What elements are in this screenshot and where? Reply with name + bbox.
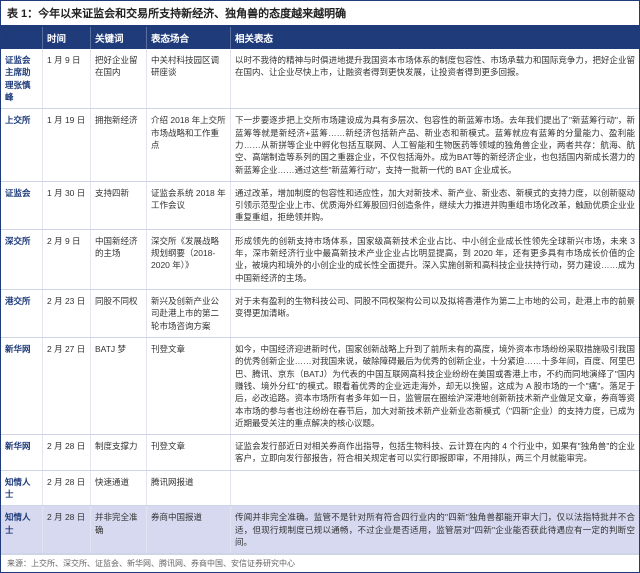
cell-keyword: 支持四新	[91, 182, 147, 229]
cell-occasion: 深交所《发展战略规划纲要（2018-2020 年）》	[147, 230, 231, 289]
table-row: 新华网2 月 27 日BATJ 梦刊登文章如今，中国经济迎进新时代，国家创新战略…	[1, 338, 639, 435]
cell-content: 如今，中国经济迎进新时代，国家创新战略上升到了前所未有的高度，境外资本市场纷纷采…	[231, 338, 639, 434]
cell-occasion: 腾讯网报道	[147, 471, 231, 506]
cell-source: 新华网	[1, 338, 43, 434]
cell-content: 形成领先的创新支持市场体系，国家级高新技术企业占比、中小创企业成长性领先全球新兴…	[231, 230, 639, 289]
cell-source: 证监会主席助理张慎峰	[1, 49, 43, 108]
cell-date: 2 月 27 日	[43, 338, 91, 434]
cell-date: 2 月 28 日	[43, 471, 91, 506]
cell-keyword: 同股不同权	[91, 290, 147, 337]
cell-keyword: 快速通道	[91, 471, 147, 506]
col-content: 相关表态	[231, 27, 639, 49]
cell-keyword: 制度支撑力	[91, 435, 147, 470]
table-row: 证监会主席助理张慎峰1 月 9 日把好企业留在国内中关村科技园区调研座谈以时不我…	[1, 49, 639, 109]
cell-occasion: 证监会系统 2018 年工作会议	[147, 182, 231, 229]
cell-source: 知情人士	[1, 471, 43, 506]
cell-keyword: 把好企业留在国内	[91, 49, 147, 108]
cell-date: 1 月 19 日	[43, 109, 91, 181]
table-header: 表态者 时间 关键词 表态场合 相关表态	[1, 27, 639, 49]
table-row: 知情人士2 月 28 日并非完全准确券商中国报道传闻并非完全准确。监管不是针对所…	[1, 506, 639, 554]
cell-content	[231, 471, 639, 506]
cell-source: 新华网	[1, 435, 43, 470]
table-row: 新华网2 月 28 日制度支撑力刊登文章证监会发行部近日对相关券商作出指导，包括…	[1, 435, 639, 471]
cell-occasion: 新兴及创新产业公司赴港上市的第二轮市场咨询方案	[147, 290, 231, 337]
cell-content: 传闻并非完全准确。监管不是针对所有符合四行业内的"四新"独角兽都能开审大门，仅以…	[231, 506, 639, 553]
cell-date: 2 月 23 日	[43, 290, 91, 337]
cell-occasion: 中关村科技园区调研座谈	[147, 49, 231, 108]
col-keyword: 关键词	[91, 27, 147, 49]
cell-source: 港交所	[1, 290, 43, 337]
cell-source: 上交所	[1, 109, 43, 181]
cell-content: 通过改革，增加制度的包容性和适应性，加大对新技术、新产业、新业态、新模式的支持力…	[231, 182, 639, 229]
col-date: 时间	[43, 27, 91, 49]
col-occasion: 表态场合	[147, 27, 231, 49]
cell-date: 2 月 28 日	[43, 506, 91, 553]
cell-date: 2 月 9 日	[43, 230, 91, 289]
cell-occasion: 刊登文章	[147, 338, 231, 434]
rows-container: 证监会主席助理张慎峰1 月 9 日把好企业留在国内中关村科技园区调研座谈以时不我…	[1, 49, 639, 554]
col-source: 表态者	[1, 27, 43, 49]
table-row: 深交所2 月 9 日中国新经济的主场深交所《发展战略规划纲要（2018-2020…	[1, 230, 639, 290]
cell-source: 证监会	[1, 182, 43, 229]
cell-keyword: 中国新经济的主场	[91, 230, 147, 289]
cell-date: 1 月 30 日	[43, 182, 91, 229]
cell-keyword: 并非完全准确	[91, 506, 147, 553]
cell-date: 2 月 28 日	[43, 435, 91, 470]
table-row: 知情人士2 月 28 日快速通道腾讯网报道	[1, 471, 639, 507]
table-title: 表 1：今年以来证监会和交易所支持新经济、独角兽的态度越来越明确	[1, 1, 639, 27]
policy-table: 表 1：今年以来证监会和交易所支持新经济、独角兽的态度越来越明确 表态者 时间 …	[0, 0, 640, 573]
cell-content: 下一步要逐步把上交所市场建设成为具有多层次、包容性的新蓝筹市场。去年我们提出了"…	[231, 109, 639, 181]
cell-date: 1 月 9 日	[43, 49, 91, 108]
cell-content: 以时不我待的精神与时俱进地提升我国资本市场体系的制度包容性、市场承载力和国际竞争…	[231, 49, 639, 108]
cell-occasion: 介绍 2018 年上交所市场战略和工作重点	[147, 109, 231, 181]
table-row: 上交所1 月 19 日拥抱新经济介绍 2018 年上交所市场战略和工作重点下一步…	[1, 109, 639, 182]
cell-keyword: 拥抱新经济	[91, 109, 147, 181]
cell-source: 深交所	[1, 230, 43, 289]
cell-content: 对于未有盈利的生物科技公司、同股不同权架构公司以及拟将香港作为第二上市地的公司，…	[231, 290, 639, 337]
cell-occasion: 券商中国报道	[147, 506, 231, 553]
cell-source: 知情人士	[1, 506, 43, 553]
table-row: 证监会1 月 30 日支持四新证监会系统 2018 年工作会议通过改革，增加制度…	[1, 182, 639, 230]
cell-occasion: 刊登文章	[147, 435, 231, 470]
table-footer: 来源：上交所、深交所、证监会、新华网、腾讯网、券商中国、安信证券研究中心	[1, 554, 639, 572]
cell-keyword: BATJ 梦	[91, 338, 147, 434]
cell-content: 证监会发行部近日对相关券商作出指导，包括生物科技、云计算在内的 4 个行业中，如…	[231, 435, 639, 470]
table-row: 港交所2 月 23 日同股不同权新兴及创新产业公司赴港上市的第二轮市场咨询方案对…	[1, 290, 639, 338]
